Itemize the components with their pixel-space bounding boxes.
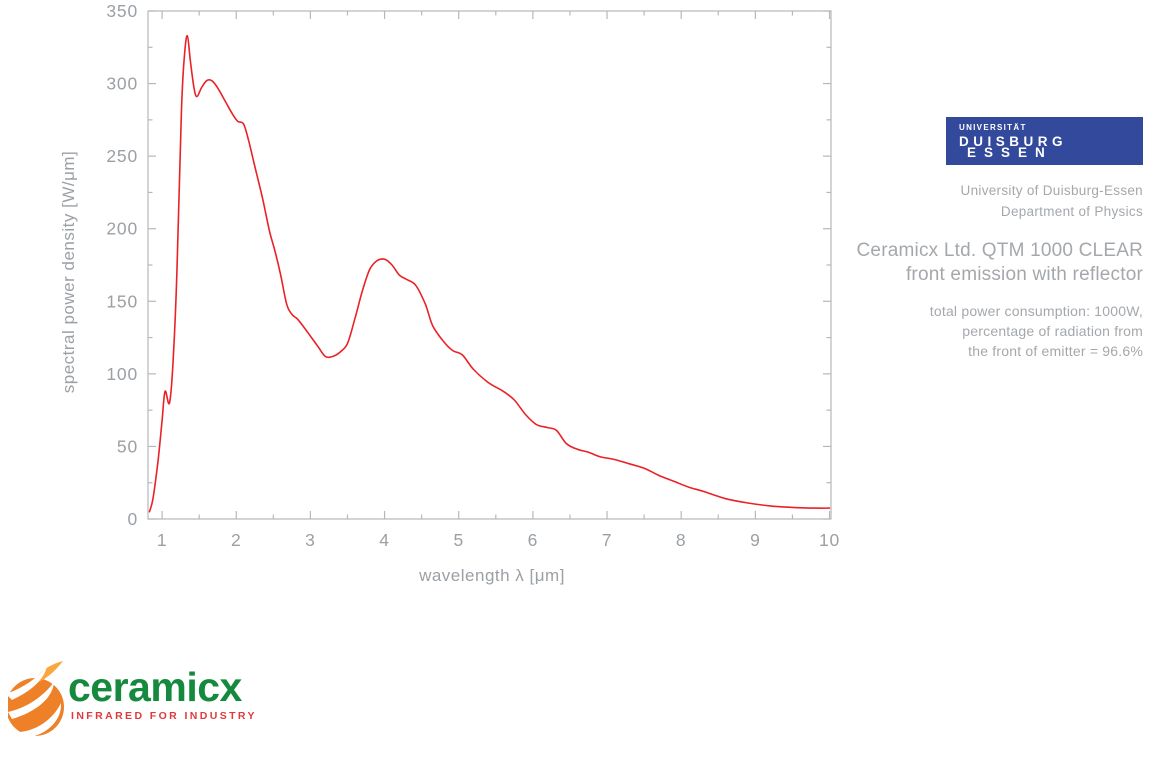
brand-name: ceramicx xyxy=(68,664,242,710)
affiliation: University of Duisburg-Essen Department … xyxy=(723,180,1143,222)
spectrum-curve xyxy=(148,34,831,513)
affiliation-line-2: Department of Physics xyxy=(1000,204,1143,219)
x-tick-label: 8 xyxy=(676,530,687,550)
x-tick-label: 10 xyxy=(819,530,840,550)
ude-logo-duisburg: DUISBURG xyxy=(959,134,1068,149)
measurement-title-line-2: front emission with reflector xyxy=(905,263,1143,285)
brand-tagline: INFRARED FOR INDUSTRY xyxy=(71,710,257,722)
x-tick-label: 9 xyxy=(750,530,761,550)
y-tick-label: 0 xyxy=(127,509,138,529)
x-tick-label: 5 xyxy=(453,530,464,550)
x-tick-label: 2 xyxy=(231,530,242,550)
y-tick-label: 300 xyxy=(106,74,138,94)
y-tick-label: 350 xyxy=(106,1,138,21)
y-axis-label: spectral power density [W/μm] xyxy=(59,150,78,394)
details-line-3: the front of emitter = 96.6% xyxy=(968,343,1143,359)
x-axis-label: wavelength λ [μm] xyxy=(419,566,565,585)
x-tick-label: 4 xyxy=(379,530,390,550)
measurement-title-line-1: Ceramicx Ltd. QTM 1000 CLEAR xyxy=(856,240,1143,261)
x-tick-label: 3 xyxy=(305,530,316,550)
affiliation-line-1: University of Duisburg-Essen xyxy=(960,183,1143,198)
x-tick-label: 1 xyxy=(157,530,168,550)
measurement-title: Ceramicx Ltd. QTM 1000 CLEAR front emiss… xyxy=(723,239,1143,286)
ude-logo-universitat: UNIVERSITÄT xyxy=(959,123,1027,132)
ude-logo-essen: ESSEN xyxy=(967,145,1053,160)
y-tick-label: 100 xyxy=(106,364,138,384)
y-tick-label: 150 xyxy=(106,291,138,311)
spectral-chart: 1 2 3 4 5 6 7 8 9 10 0 50 100 150 200 250 300 350 spectra… xyxy=(59,1,840,585)
flame-icon xyxy=(8,661,64,738)
ude-logo: UNIVERSITÄT DUISBURG ESSEN xyxy=(946,117,1143,165)
info-panel: UNIVERSITÄT DUISBURG ESSEN University of… xyxy=(723,117,1143,361)
x-tick-label: 7 xyxy=(602,530,613,550)
details-line-2: percentage of radiation from xyxy=(962,323,1143,339)
y-tick-label: 200 xyxy=(106,219,138,239)
measurement-details: total power consumption: 1000W, percenta… xyxy=(723,301,1143,361)
y-tick-label: 250 xyxy=(106,146,138,166)
y-tick-label: 50 xyxy=(117,436,138,456)
x-tick-label: 6 xyxy=(528,530,539,550)
details-line-1: total power consumption: 1000W, xyxy=(929,303,1143,319)
